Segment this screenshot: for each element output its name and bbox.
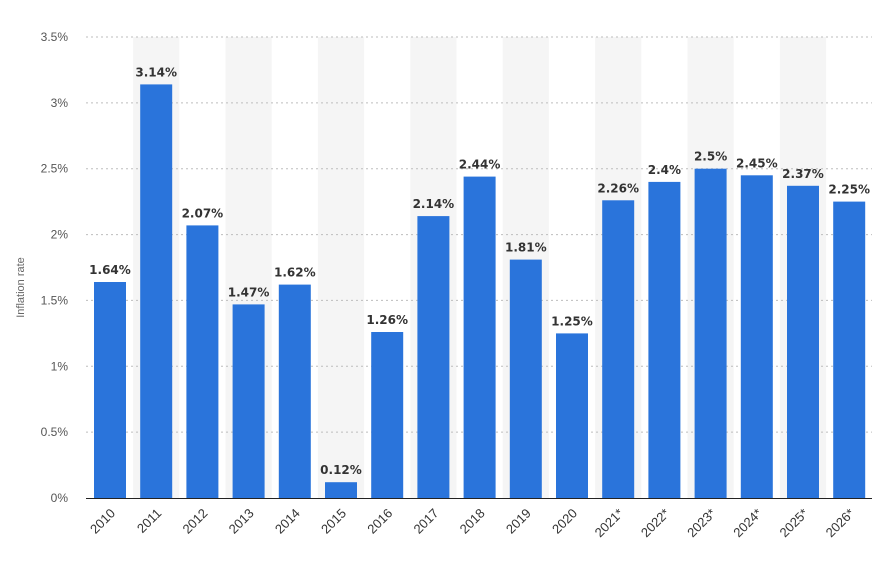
x-tick-label-2015: 2015 — [318, 506, 349, 537]
data-label-2022*: 2.4% — [648, 163, 681, 177]
x-tick-label-2024*: 2024* — [730, 506, 765, 541]
bar-2015[interactable] — [325, 482, 357, 498]
bar-2014[interactable] — [278, 284, 311, 498]
data-label-2010: 1.64% — [89, 263, 131, 277]
y-tick-label: 0.5% — [41, 425, 69, 439]
data-label-2021*: 2.26% — [597, 181, 639, 195]
y-tick-label: 3.5% — [41, 30, 69, 44]
x-tick-label-2026*: 2026* — [823, 506, 858, 541]
data-label-2016: 1.26% — [366, 313, 408, 327]
bar-2010[interactable] — [94, 282, 126, 498]
data-labels: 1.64% 3.14% 2.07% 1.47% 1.62% 0.12% 1.26% 2.14%… — [89, 65, 870, 477]
x-tick-label-2020: 2020 — [549, 506, 580, 537]
bar-2013[interactable] — [232, 304, 265, 498]
data-label-2013: 1.47% — [228, 285, 270, 299]
x-tick-label-2012: 2012 — [179, 506, 210, 537]
data-label-2025*: 2.37% — [782, 167, 824, 181]
data-label-2020: 1.25% — [551, 314, 593, 328]
bar-2012[interactable] — [186, 225, 219, 498]
bar-2023*[interactable] — [694, 168, 727, 498]
y-axis-ticks: 0% 0.5% 1% 1.5% 2% 2.5% 3% 3.5% — [41, 30, 69, 505]
x-tick-label-2017: 2017 — [410, 506, 441, 537]
y-tick-label: 1.5% — [41, 293, 69, 307]
data-label-2023*: 2.5% — [694, 150, 727, 164]
x-tick-label-2013: 2013 — [226, 506, 257, 537]
x-tick-label-2010: 2010 — [87, 506, 118, 537]
y-tick-label: 0% — [51, 491, 69, 505]
bar-2021*[interactable] — [602, 200, 635, 499]
x-tick-label-2014: 2014 — [272, 506, 303, 537]
y-tick-label: 1% — [51, 359, 69, 373]
bar-2018[interactable] — [463, 176, 496, 498]
data-label-2012: 2.07% — [182, 206, 224, 220]
bar-2020[interactable] — [556, 333, 588, 498]
data-label-2017: 2.14% — [413, 197, 455, 211]
y-tick-label: 2.5% — [41, 162, 69, 176]
bar-2022*[interactable] — [648, 181, 681, 498]
bar-2026*[interactable] — [833, 201, 866, 498]
bar-2011[interactable] — [140, 84, 173, 499]
bar-2025*[interactable] — [787, 185, 819, 499]
data-label-2011: 3.14% — [135, 65, 177, 79]
x-tick-label-2022*: 2022* — [638, 506, 673, 541]
x-tick-label-2019: 2019 — [503, 506, 534, 537]
x-tick-label-2018: 2018 — [457, 506, 488, 537]
x-tick-label-2011: 2011 — [134, 506, 164, 536]
x-tick-label-2025*: 2025* — [776, 506, 811, 541]
y-tick-label: 3% — [51, 96, 69, 110]
bar-2019[interactable] — [509, 259, 542, 498]
bars — [94, 84, 866, 499]
band-2015 — [317, 37, 365, 498]
data-label-2014: 1.62% — [274, 266, 316, 280]
bar-2016[interactable] — [371, 332, 404, 498]
y-tick-label: 2% — [51, 228, 69, 242]
bar-2017[interactable] — [417, 216, 450, 498]
x-tick-label-2021*: 2021* — [592, 506, 627, 541]
data-label-2019: 1.81% — [505, 241, 547, 255]
data-label-2015: 0.12% — [320, 463, 362, 477]
x-tick-label-2016: 2016 — [364, 506, 395, 537]
data-label-2026*: 2.25% — [828, 183, 870, 197]
data-label-2018: 2.44% — [459, 158, 501, 172]
bar-2024*[interactable] — [740, 175, 773, 499]
x-axis-ticks: 2010 2011 2012 2013 2014 2015 2016 2017 2018 2019… — [87, 506, 857, 541]
data-label-2024*: 2.45% — [736, 156, 778, 170]
x-tick-label-2023*: 2023* — [684, 506, 719, 541]
y-axis-title: Inflation rate — [15, 257, 27, 318]
